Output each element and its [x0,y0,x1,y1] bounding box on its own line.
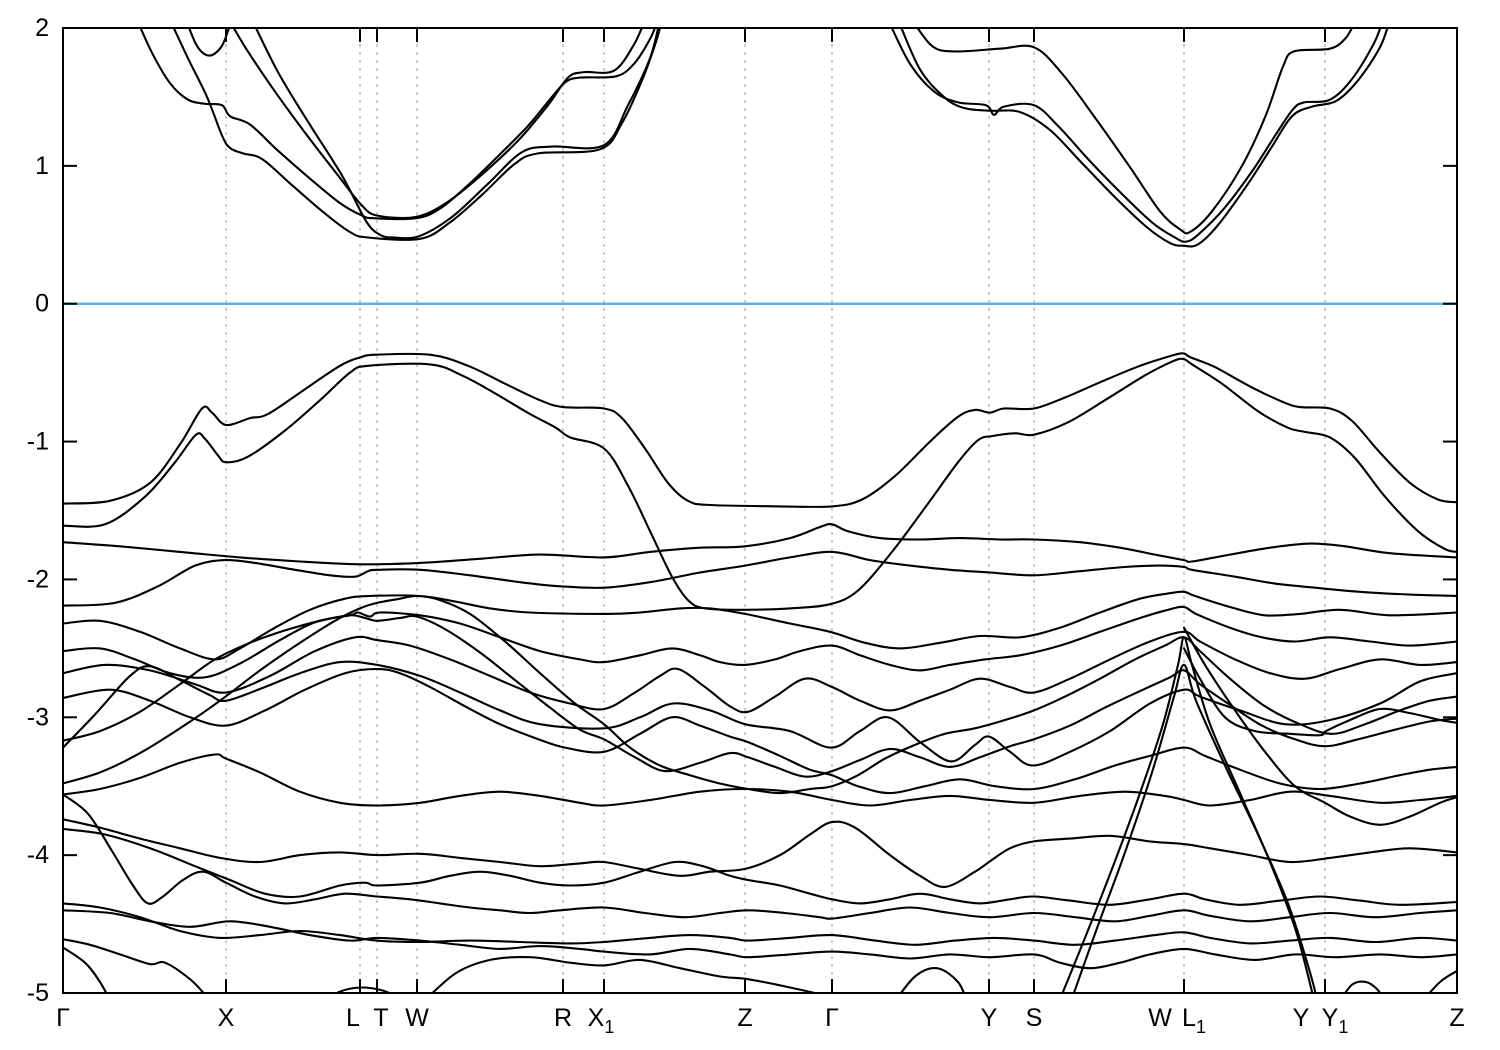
band-curve [188,28,231,57]
band-curve [63,590,1457,661]
y-tick-label: -1 [27,428,49,456]
band-curve [63,614,1457,778]
plot-border [62,27,1458,994]
band-curve [1072,663,1317,993]
band-curve [232,28,643,220]
kpoint-label: Y [981,1004,998,1032]
band-curve [1343,980,1382,993]
y-tick-label: -5 [27,979,49,1007]
band-curve [63,667,1457,795]
band-curve [63,818,1457,888]
band-curve [63,660,1457,767]
y-tick-label: 0 [35,290,49,318]
band-curve [916,28,1354,235]
band-curve [63,753,1457,807]
band-curve [63,357,1457,611]
band-curve [139,28,657,221]
band-curve [334,986,392,993]
y-tick-label: 1 [35,152,49,180]
band-curve [63,946,108,993]
band-curve [1182,626,1457,826]
y-tick-label: -3 [27,703,49,731]
y-tick-label: -2 [27,565,49,593]
band-curve [172,28,662,241]
band-curve [63,938,205,993]
axis-ticks [63,27,1457,994]
band-curve [63,902,1457,946]
band-curve [63,909,1457,970]
kpoint-label: R [554,1004,572,1032]
band-curve [899,967,966,993]
kpoint-label: Γ [825,1004,839,1032]
band-curve [1182,647,1457,737]
band-curve [63,827,1457,906]
kpoint-label: L [346,1004,360,1032]
kpoint-label: Y [1293,1004,1310,1032]
band-curve [254,28,660,240]
y-axis-labels: 2 1 0 -1 -2 -3 -4 -5 [27,14,49,1007]
band-curves [63,28,1457,993]
band-curve [63,352,1457,508]
kpoint-label: X [218,1004,235,1032]
band-curve [63,630,1457,714]
band-curve [63,550,1457,607]
band-curve [1428,969,1457,993]
y-tick-label: 2 [35,14,49,42]
y-tick-label: -4 [27,841,49,869]
band-curve [63,523,1457,566]
kpoint-label: T [373,1004,388,1032]
kpoint-labels: Γ X L T W R X1 Z Γ Y S W L1 Y Y1 Z [56,1004,1465,1037]
band-curve [63,793,1457,923]
kpoint-gridlines [225,28,1326,993]
band-curve [900,28,1389,248]
kpoint-label: S [1026,1004,1043,1032]
kpoint-label: X1 [588,1004,615,1037]
kpoint-label: Z [1449,1004,1464,1032]
kpoint-label: Z [737,1004,752,1032]
band-curve [430,955,819,993]
kpoint-label: W [405,1004,429,1032]
band-curve [890,28,1382,243]
kpoint-label: W [1148,1004,1172,1032]
band-curve [63,594,1457,795]
kpoint-label: Γ [56,1004,70,1032]
